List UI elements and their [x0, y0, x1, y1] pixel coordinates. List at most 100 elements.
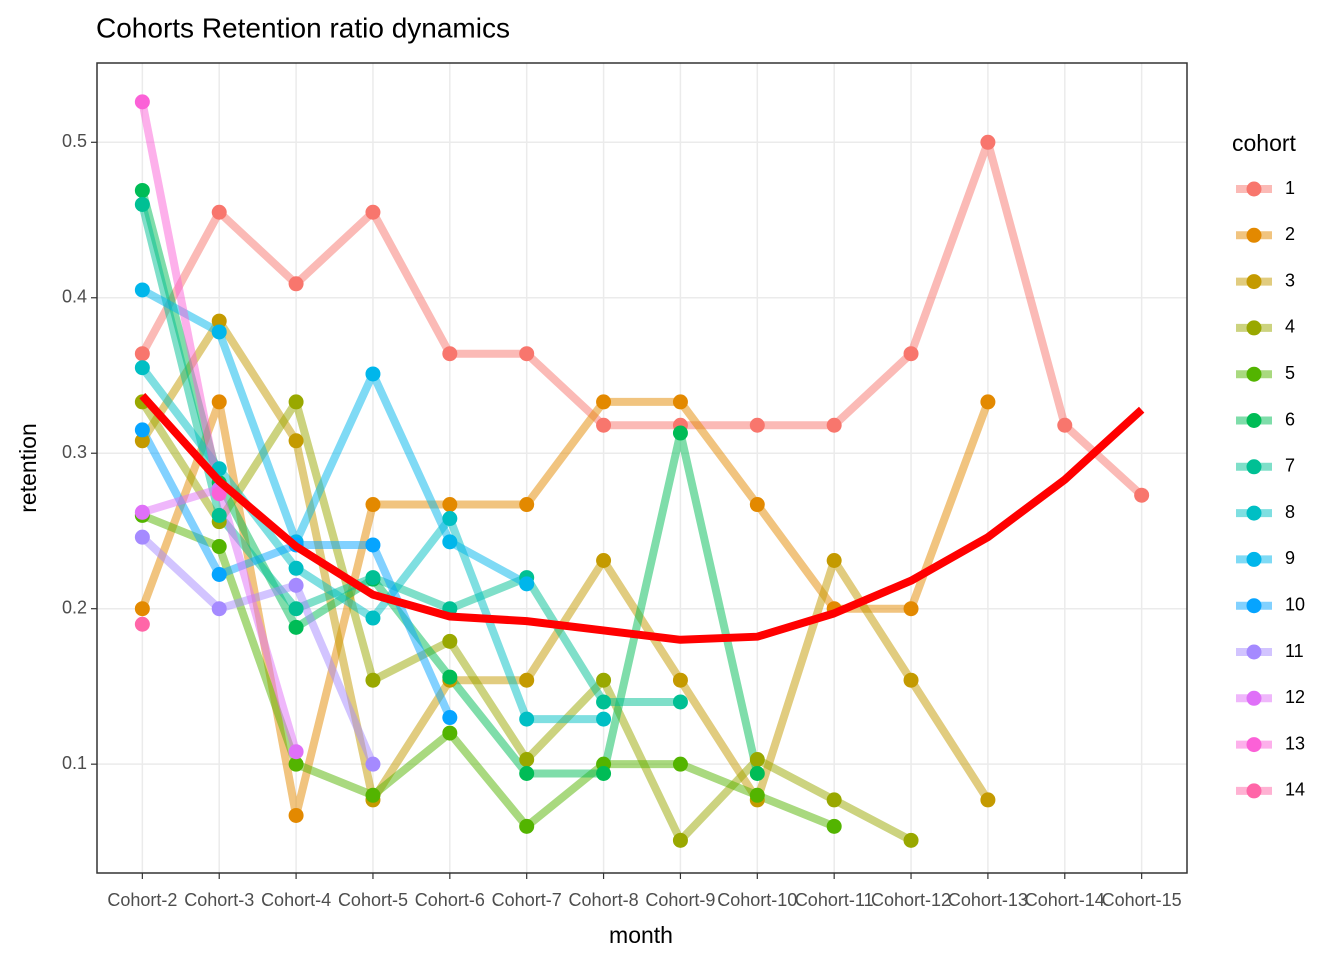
x-tick-label: Cohort-13	[948, 890, 1028, 910]
x-tick-label: Cohort-10	[717, 890, 797, 910]
point	[134, 529, 150, 545]
legend-key-point	[1246, 505, 1262, 521]
legend-label: 14	[1285, 780, 1305, 800]
legend-key-point	[1246, 551, 1262, 567]
point	[134, 616, 150, 632]
y-axis-label: retention	[15, 423, 41, 513]
legend-label: 7	[1285, 456, 1295, 476]
x-tick-label: Cohort-9	[645, 890, 715, 910]
point	[442, 511, 458, 527]
legend-key-point	[1246, 598, 1262, 614]
point	[288, 756, 304, 772]
point	[442, 633, 458, 649]
legend-label: 10	[1285, 594, 1305, 614]
legend-key-point	[1246, 690, 1262, 706]
point	[903, 601, 919, 617]
point	[365, 204, 381, 220]
legend-label: 13	[1285, 733, 1305, 753]
x-tick-label: Cohort-5	[338, 890, 408, 910]
x-tick-label: Cohort-4	[261, 890, 331, 910]
point	[134, 94, 150, 110]
point	[519, 576, 535, 592]
point	[826, 417, 842, 433]
point	[442, 725, 458, 741]
point	[134, 346, 150, 362]
point	[672, 694, 688, 710]
point	[672, 425, 688, 441]
point	[134, 360, 150, 376]
point	[672, 672, 688, 688]
point	[519, 752, 535, 768]
legend-key-point	[1246, 737, 1262, 753]
legend-key-point	[1246, 227, 1262, 243]
point	[826, 792, 842, 808]
series-line	[138, 138, 1145, 499]
point	[211, 486, 227, 502]
point	[519, 346, 535, 362]
series-line	[138, 101, 224, 495]
point	[980, 792, 996, 808]
legend-label: 6	[1285, 409, 1295, 429]
point	[519, 672, 535, 688]
point	[134, 182, 150, 198]
point	[672, 394, 688, 410]
point	[596, 672, 612, 688]
point	[442, 710, 458, 726]
y-tick-label: 0.2	[62, 597, 87, 617]
point	[211, 394, 227, 410]
legend-label: 12	[1285, 687, 1305, 707]
x-tick-label: Cohort-14	[1025, 890, 1105, 910]
point	[442, 497, 458, 513]
point	[134, 433, 150, 449]
point	[365, 537, 381, 553]
point	[288, 619, 304, 635]
legend-key-point	[1246, 181, 1262, 197]
panel-border	[96, 62, 1188, 874]
legend-label: 5	[1285, 363, 1295, 383]
point	[519, 818, 535, 834]
legend-key-point	[1246, 413, 1262, 428]
point	[826, 818, 842, 834]
x-tick-label: Cohort-7	[492, 890, 562, 910]
point	[442, 534, 458, 550]
point	[134, 422, 150, 438]
point	[596, 711, 612, 727]
point	[749, 765, 765, 781]
point	[442, 669, 458, 685]
legend-label: 1	[1285, 178, 1295, 198]
y-tick-label: 0.4	[62, 287, 87, 307]
point	[365, 497, 381, 513]
chart-title: Cohorts Retention ratio dynamics	[96, 12, 510, 43]
point	[211, 313, 227, 329]
point	[288, 560, 304, 576]
point	[672, 832, 688, 848]
point	[134, 282, 150, 298]
x-tick-label: Cohort-8	[569, 890, 639, 910]
point	[365, 610, 381, 626]
legend-key-point	[1246, 459, 1262, 475]
point	[596, 765, 612, 781]
point	[288, 577, 304, 593]
legend-key-point	[1246, 783, 1262, 799]
x-tick-label: Cohort-12	[871, 890, 951, 910]
legend-label: 2	[1285, 224, 1295, 244]
smooth-line	[139, 393, 1145, 644]
legend-label: 11	[1285, 641, 1304, 661]
point	[211, 507, 227, 523]
x-tick-label: Cohort-6	[415, 890, 485, 910]
point	[980, 134, 996, 150]
y-tick-label: 0.1	[62, 753, 87, 773]
point	[365, 787, 381, 803]
point	[596, 417, 612, 433]
point	[749, 417, 765, 433]
point	[211, 204, 227, 220]
point	[903, 346, 919, 362]
series-line	[140, 511, 836, 831]
point	[288, 433, 304, 449]
legend-label: 9	[1285, 548, 1295, 568]
point	[1134, 487, 1150, 503]
legend-key-point	[1246, 644, 1262, 660]
point	[211, 601, 227, 617]
y-tick-label: 0.5	[62, 131, 87, 151]
x-axis-label: month	[609, 922, 673, 948]
